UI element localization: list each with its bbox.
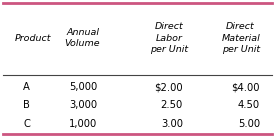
- Text: 2.50: 2.50: [161, 100, 183, 110]
- Text: Direct
Labor
per Unit: Direct Labor per Unit: [150, 22, 188, 54]
- Text: 3.00: 3.00: [161, 119, 183, 129]
- Text: Product: Product: [15, 34, 52, 43]
- Text: 5.00: 5.00: [238, 119, 260, 129]
- Text: 3,000: 3,000: [70, 100, 98, 110]
- Text: 5,000: 5,000: [69, 82, 98, 92]
- Text: $2.00: $2.00: [154, 82, 183, 92]
- Text: B: B: [23, 100, 30, 110]
- Text: C: C: [23, 119, 30, 129]
- Text: 1,000: 1,000: [69, 119, 98, 129]
- Text: A: A: [23, 82, 30, 92]
- Text: Direct
Material
per Unit: Direct Material per Unit: [221, 22, 260, 54]
- Text: $4.00: $4.00: [231, 82, 260, 92]
- Text: Annual
Volume: Annual Volume: [65, 28, 100, 48]
- Text: 4.50: 4.50: [238, 100, 260, 110]
